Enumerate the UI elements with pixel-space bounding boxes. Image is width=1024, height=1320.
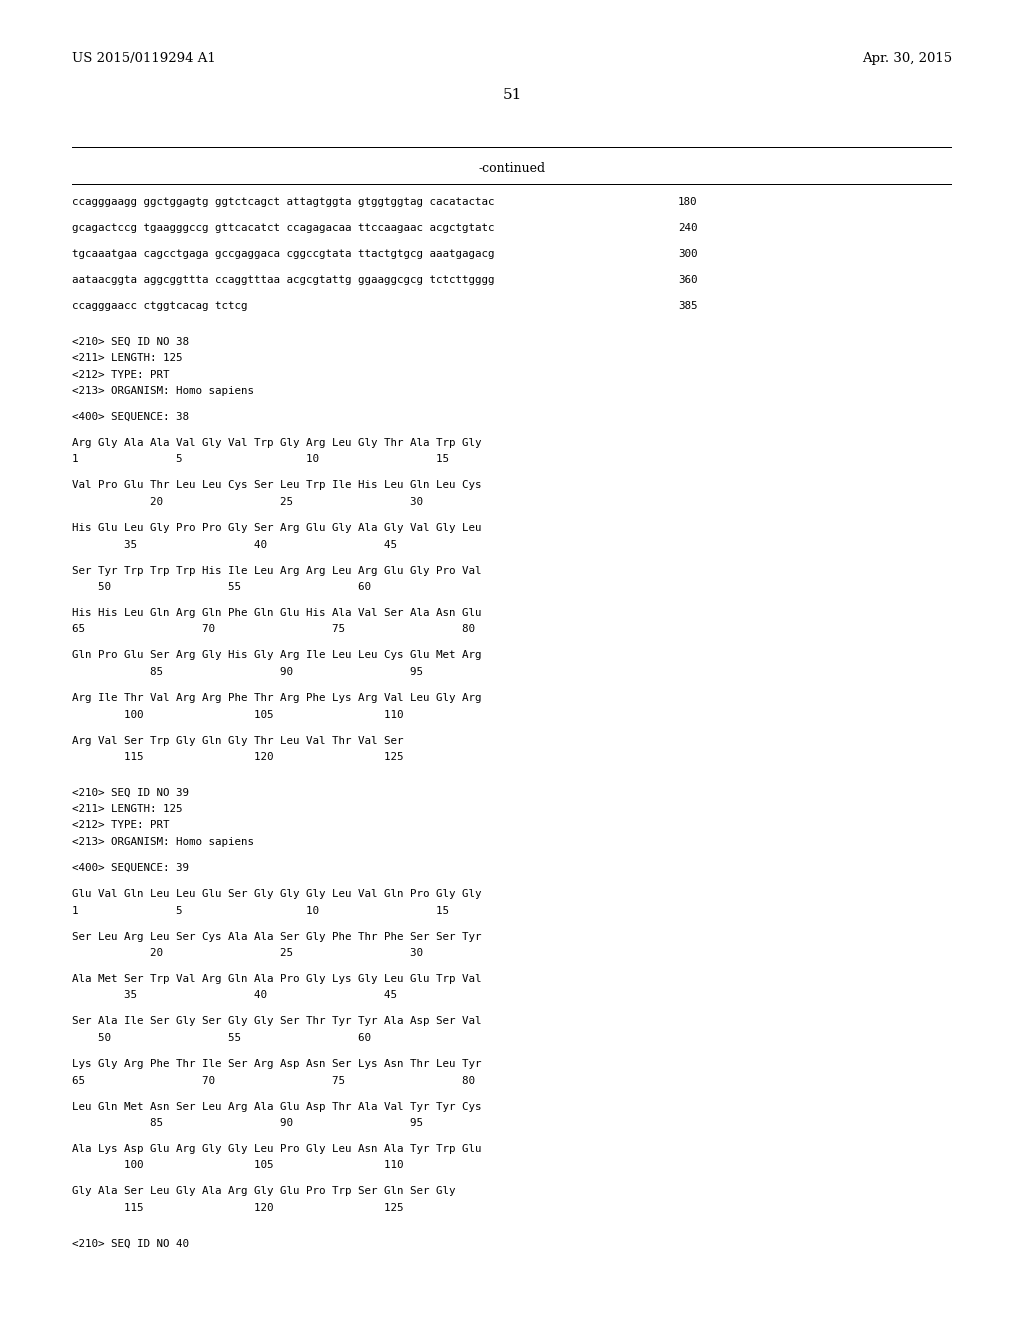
Text: His Glu Leu Gly Pro Pro Gly Ser Arg Glu Gly Ala Gly Val Gly Leu: His Glu Leu Gly Pro Pro Gly Ser Arg Glu … <box>72 523 481 533</box>
Text: Arg Ile Thr Val Arg Arg Phe Thr Arg Phe Lys Arg Val Leu Gly Arg: Arg Ile Thr Val Arg Arg Phe Thr Arg Phe … <box>72 693 481 704</box>
Text: 385: 385 <box>678 301 697 312</box>
Text: Ala Met Ser Trp Val Arg Gln Ala Pro Gly Lys Gly Leu Glu Trp Val: Ala Met Ser Trp Val Arg Gln Ala Pro Gly … <box>72 974 481 983</box>
Text: 360: 360 <box>678 275 697 285</box>
Text: His His Leu Gln Arg Gln Phe Gln Glu His Ala Val Ser Ala Asn Glu: His His Leu Gln Arg Gln Phe Gln Glu His … <box>72 609 481 618</box>
Text: -continued: -continued <box>478 162 546 176</box>
Text: 35                  40                  45: 35 40 45 <box>72 990 397 1001</box>
Text: ccagggaacc ctggtcacag tctcg: ccagggaacc ctggtcacag tctcg <box>72 301 248 312</box>
Text: 115                 120                 125: 115 120 125 <box>72 752 403 762</box>
Text: 85                  90                  95: 85 90 95 <box>72 667 423 677</box>
Text: <400> SEQUENCE: 38: <400> SEQUENCE: 38 <box>72 412 189 422</box>
Text: 50                  55                  60: 50 55 60 <box>72 1034 371 1043</box>
Text: <211> LENGTH: 125: <211> LENGTH: 125 <box>72 352 182 363</box>
Text: Apr. 30, 2015: Apr. 30, 2015 <box>862 51 952 65</box>
Text: Gly Ala Ser Leu Gly Ala Arg Gly Glu Pro Trp Ser Gln Ser Gly: Gly Ala Ser Leu Gly Ala Arg Gly Glu Pro … <box>72 1187 456 1196</box>
Text: Lys Gly Arg Phe Thr Ile Ser Arg Asp Asn Ser Lys Asn Thr Leu Tyr: Lys Gly Arg Phe Thr Ile Ser Arg Asp Asn … <box>72 1059 481 1069</box>
Text: 240: 240 <box>678 223 697 234</box>
Text: 115                 120                 125: 115 120 125 <box>72 1203 403 1213</box>
Text: <210> SEQ ID NO 38: <210> SEQ ID NO 38 <box>72 337 189 346</box>
Text: gcagactccg tgaagggccg gttcacatct ccagagacaa ttccaagaac acgctgtatc: gcagactccg tgaagggccg gttcacatct ccagaga… <box>72 223 495 234</box>
Text: Gln Pro Glu Ser Arg Gly His Gly Arg Ile Leu Leu Cys Glu Met Arg: Gln Pro Glu Ser Arg Gly His Gly Arg Ile … <box>72 651 481 660</box>
Text: Ser Tyr Trp Trp Trp His Ile Leu Arg Arg Leu Arg Glu Gly Pro Val: Ser Tyr Trp Trp Trp His Ile Leu Arg Arg … <box>72 565 481 576</box>
Text: 51: 51 <box>503 88 521 102</box>
Text: aataacggta aggcggttta ccaggtttaa acgcgtattg ggaaggcgcg tctcttgggg: aataacggta aggcggttta ccaggtttaa acgcgta… <box>72 275 495 285</box>
Text: <210> SEQ ID NO 39: <210> SEQ ID NO 39 <box>72 788 189 797</box>
Text: Ser Leu Arg Leu Ser Cys Ala Ala Ser Gly Phe Thr Phe Ser Ser Tyr: Ser Leu Arg Leu Ser Cys Ala Ala Ser Gly … <box>72 932 481 941</box>
Text: 1               5                   10                  15: 1 5 10 15 <box>72 454 449 465</box>
Text: <210> SEQ ID NO 40: <210> SEQ ID NO 40 <box>72 1238 189 1249</box>
Text: Leu Gln Met Asn Ser Leu Arg Ala Glu Asp Thr Ala Val Tyr Tyr Cys: Leu Gln Met Asn Ser Leu Arg Ala Glu Asp … <box>72 1101 481 1111</box>
Text: <213> ORGANISM: Homo sapiens: <213> ORGANISM: Homo sapiens <box>72 837 254 847</box>
Text: 85                  90                  95: 85 90 95 <box>72 1118 423 1129</box>
Text: Ser Ala Ile Ser Gly Ser Gly Gly Ser Thr Tyr Tyr Ala Asp Ser Val: Ser Ala Ile Ser Gly Ser Gly Gly Ser Thr … <box>72 1016 481 1027</box>
Text: 20                  25                  30: 20 25 30 <box>72 498 423 507</box>
Text: Glu Val Gln Leu Leu Glu Ser Gly Gly Gly Leu Val Gln Pro Gly Gly: Glu Val Gln Leu Leu Glu Ser Gly Gly Gly … <box>72 888 481 899</box>
Text: 1               5                   10                  15: 1 5 10 15 <box>72 906 449 916</box>
Text: 100                 105                 110: 100 105 110 <box>72 710 403 719</box>
Text: <400> SEQUENCE: 39: <400> SEQUENCE: 39 <box>72 863 189 873</box>
Text: <212> TYPE: PRT: <212> TYPE: PRT <box>72 821 170 830</box>
Text: Arg Val Ser Trp Gly Gln Gly Thr Leu Val Thr Val Ser: Arg Val Ser Trp Gly Gln Gly Thr Leu Val … <box>72 735 403 746</box>
Text: tgcaaatgaa cagcctgaga gccgaggaca cggccgtata ttactgtgcg aaatgagacg: tgcaaatgaa cagcctgaga gccgaggaca cggccgt… <box>72 249 495 259</box>
Text: 20                  25                  30: 20 25 30 <box>72 948 423 958</box>
Text: US 2015/0119294 A1: US 2015/0119294 A1 <box>72 51 216 65</box>
Text: 65                  70                  75                  80: 65 70 75 80 <box>72 624 475 635</box>
Text: 180: 180 <box>678 197 697 207</box>
Text: Arg Gly Ala Ala Val Gly Val Trp Gly Arg Leu Gly Thr Ala Trp Gly: Arg Gly Ala Ala Val Gly Val Trp Gly Arg … <box>72 438 481 447</box>
Text: <211> LENGTH: 125: <211> LENGTH: 125 <box>72 804 182 814</box>
Text: 50                  55                  60: 50 55 60 <box>72 582 371 591</box>
Text: 300: 300 <box>678 249 697 259</box>
Text: 35                  40                  45: 35 40 45 <box>72 540 397 549</box>
Text: <212> TYPE: PRT: <212> TYPE: PRT <box>72 370 170 380</box>
Text: 65                  70                  75                  80: 65 70 75 80 <box>72 1076 475 1085</box>
Text: 100                 105                 110: 100 105 110 <box>72 1160 403 1171</box>
Text: Val Pro Glu Thr Leu Leu Cys Ser Leu Trp Ile His Leu Gln Leu Cys: Val Pro Glu Thr Leu Leu Cys Ser Leu Trp … <box>72 480 481 491</box>
Text: Ala Lys Asp Glu Arg Gly Gly Leu Pro Gly Leu Asn Ala Tyr Trp Glu: Ala Lys Asp Glu Arg Gly Gly Leu Pro Gly … <box>72 1144 481 1154</box>
Text: ccagggaagg ggctggagtg ggtctcagct attagtggta gtggtggtag cacatactac: ccagggaagg ggctggagtg ggtctcagct attagtg… <box>72 197 495 207</box>
Text: <213> ORGANISM: Homo sapiens: <213> ORGANISM: Homo sapiens <box>72 385 254 396</box>
